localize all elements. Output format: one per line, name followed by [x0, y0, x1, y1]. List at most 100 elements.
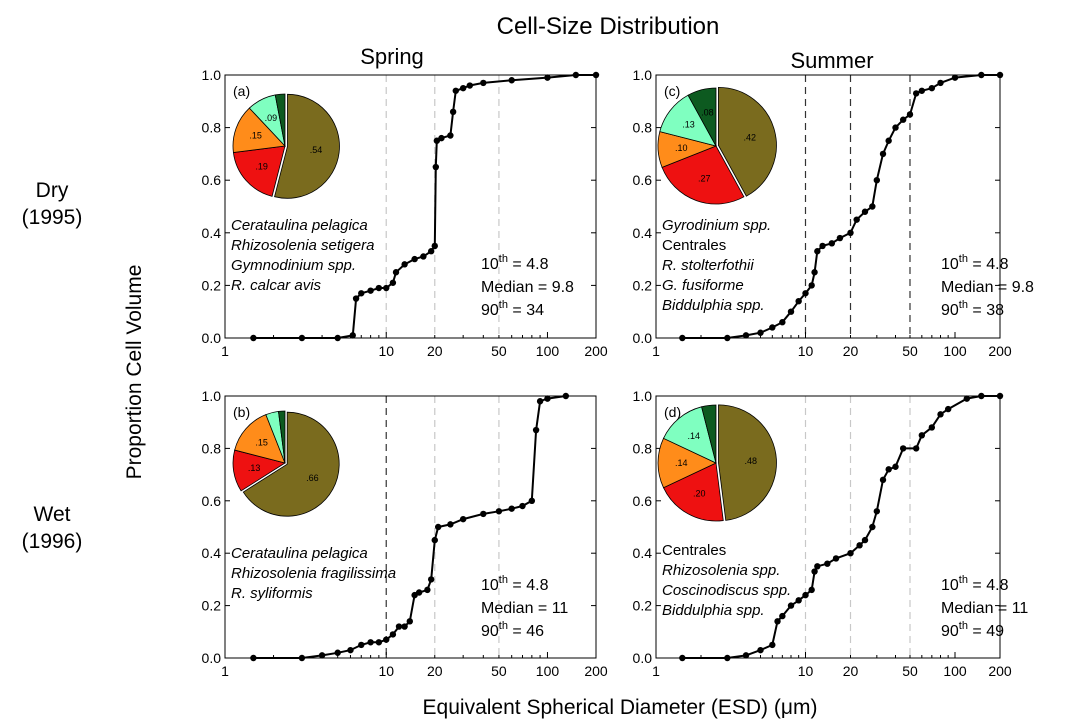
data-point: [742, 332, 750, 339]
y-tick-label: 0.2: [202, 598, 222, 614]
data-point: [795, 297, 802, 305]
data-point: [885, 137, 892, 144]
y-tick-label: 0.8: [202, 120, 222, 136]
data-point: [298, 654, 306, 662]
data-point: [592, 71, 600, 79]
data-point: [424, 586, 431, 594]
x-tick-label: 10: [798, 343, 814, 359]
data-point: [918, 432, 926, 439]
data-point: [996, 71, 1004, 79]
data-point: [757, 329, 764, 336]
x-tick-label: 100: [536, 663, 560, 679]
y-tick-label: 0.0: [202, 650, 222, 666]
data-point: [873, 177, 881, 184]
data-point: [847, 229, 854, 236]
data-point: [383, 284, 390, 292]
stat-p90: 90th = 38: [941, 299, 1004, 319]
column-label-summer: Summer: [790, 48, 873, 73]
panel-label: (c): [664, 83, 680, 99]
data-point: [532, 426, 540, 434]
taxon-label: Gymnodinium spp.: [231, 257, 356, 274]
data-point: [906, 111, 914, 118]
data-point: [508, 505, 515, 512]
y-tick-label: 0.0: [633, 330, 653, 346]
data-point: [944, 405, 952, 413]
data-point: [779, 319, 786, 326]
data-point: [367, 639, 374, 646]
data-point: [438, 134, 445, 142]
data-point: [996, 392, 1004, 400]
stat-median: Median = 11: [481, 600, 568, 617]
data-point: [879, 150, 887, 158]
data-point: [814, 563, 821, 570]
data-point: [318, 652, 326, 659]
data-point: [769, 324, 776, 331]
y-tick-label: 1.0: [633, 388, 653, 404]
data-point: [679, 654, 686, 662]
y-tick-label: 1.0: [633, 67, 653, 83]
data-point: [912, 445, 920, 452]
data-point: [963, 395, 971, 402]
y-tick-label: 1.0: [202, 388, 222, 404]
figure-title: Cell-Size Distribution: [497, 13, 720, 40]
pie-slice-label: .66: [306, 473, 319, 483]
data-point: [814, 248, 821, 255]
pie-slice-label: .15: [249, 130, 262, 140]
x-tick-label: 20: [843, 343, 859, 359]
panel-label: (d): [664, 404, 681, 420]
data-point: [724, 654, 731, 662]
data-point: [742, 652, 750, 659]
data-point: [861, 536, 869, 544]
stat-median: Median = 11: [941, 600, 1028, 617]
data-point: [519, 502, 526, 510]
pie-slice-label: .48: [744, 456, 757, 466]
data-point: [861, 208, 869, 215]
y-tick-label: 0.2: [633, 598, 653, 614]
taxon-label: Cerataulina pelagica: [231, 545, 368, 562]
row-label-wet-year: (1996): [22, 530, 83, 553]
pie-slice-label: .08: [701, 107, 714, 117]
data-point: [420, 253, 427, 260]
taxon-label: Centrales: [662, 542, 726, 559]
pie-slice-label: .13: [682, 120, 695, 130]
data-point: [447, 521, 454, 528]
data-point: [869, 523, 876, 531]
pie-slice: [274, 93, 340, 199]
data-point: [544, 74, 551, 81]
axes-frame: [655, 395, 1001, 659]
data-point: [480, 510, 487, 518]
y-tick-label: 0.2: [633, 277, 653, 293]
data-point: [466, 82, 474, 89]
data-point: [802, 591, 809, 599]
data-point: [401, 261, 408, 268]
pie-slice: [234, 414, 286, 464]
data-point: [836, 234, 844, 242]
x-tick-label: 200: [584, 663, 608, 679]
taxon-label: Gyrodinium spp.: [662, 217, 771, 234]
data-point: [334, 649, 341, 656]
data-point: [480, 79, 487, 87]
data-point: [892, 124, 899, 131]
x-tick-label: 50: [902, 663, 918, 679]
data-point: [879, 476, 887, 484]
data-point: [787, 602, 795, 609]
data-point: [811, 568, 818, 575]
data-point: [383, 636, 390, 643]
data-point: [459, 515, 467, 523]
data-point: [432, 163, 440, 171]
data-point: [375, 639, 383, 646]
pie-slice: [242, 411, 340, 517]
data-point: [808, 586, 815, 594]
chart-panel: 0.0 0.2 0.4 0.6 0.8 1.0 1 10 20 50 100 200 (d) .48 .20…: [633, 388, 1029, 679]
pie-slice-label: .14: [688, 431, 701, 441]
data-point: [811, 269, 818, 276]
x-tick-label: 50: [902, 343, 918, 359]
x-tick-label: 20: [843, 663, 859, 679]
data-point: [459, 84, 467, 92]
stat-p90: 90th = 46: [481, 620, 544, 640]
pie-slice-label: .10: [675, 143, 688, 153]
stat-p90: 90th = 34: [481, 299, 544, 319]
data-point: [757, 646, 764, 654]
pie-slice: [274, 93, 286, 147]
x-tick-label: 100: [943, 343, 967, 359]
